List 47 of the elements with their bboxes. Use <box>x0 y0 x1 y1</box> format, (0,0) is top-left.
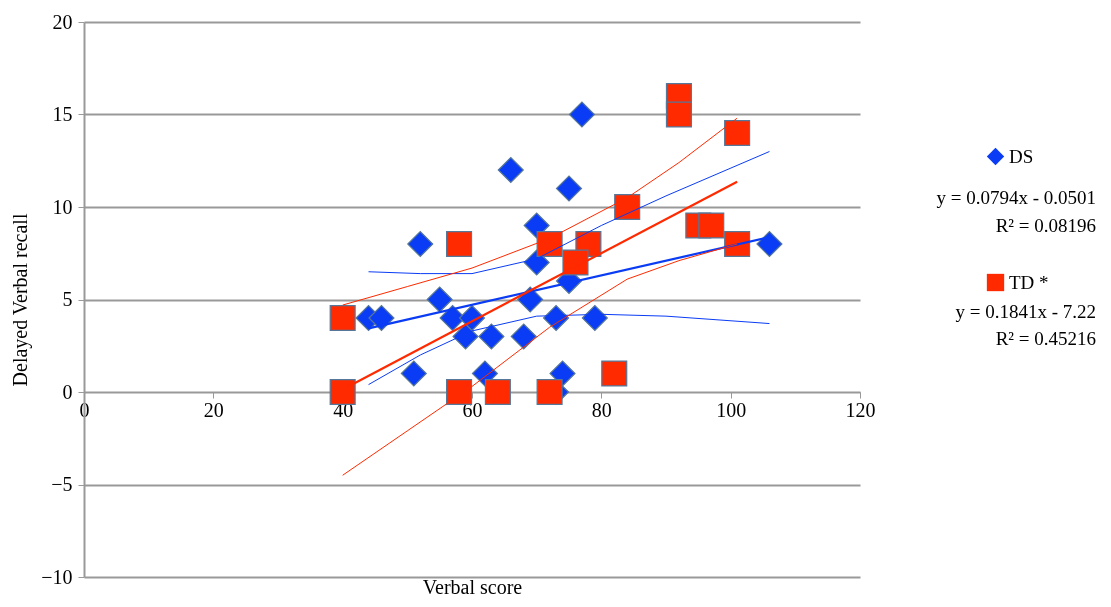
y-tick-label: 10 <box>52 195 73 218</box>
point <box>536 230 563 258</box>
point <box>555 175 583 202</box>
point <box>426 286 453 313</box>
x-tick-label: 80 <box>591 398 612 421</box>
point <box>724 230 751 258</box>
point <box>724 119 751 147</box>
point <box>562 249 589 276</box>
x-tick-label: 0 <box>79 398 90 421</box>
x-tick-label: 100 <box>716 398 747 421</box>
point <box>756 230 783 258</box>
y-tick-label: 20 <box>52 10 73 33</box>
x-tick-label: 120 <box>845 398 876 421</box>
x-tick-label: 20 <box>203 398 224 421</box>
y-tick-label: 5 <box>62 288 73 310</box>
point <box>329 304 356 332</box>
point <box>407 230 434 258</box>
y-axis-title: Delayed Verbal recall <box>9 213 33 387</box>
point <box>446 230 473 258</box>
legend-label: TD * <box>1009 271 1049 293</box>
text: R² = 0.45216 <box>995 328 1096 349</box>
text: y = 0.0794x - 0.0501 <box>936 187 1096 208</box>
line-series <box>368 151 770 275</box>
point <box>568 101 595 128</box>
point <box>497 156 524 184</box>
point <box>510 323 537 350</box>
y-tick-label: −10 <box>41 565 73 588</box>
point <box>601 360 628 387</box>
text: y = 0.1841x - 7.22 <box>955 301 1096 322</box>
point <box>400 360 427 387</box>
point <box>329 378 356 406</box>
point <box>452 323 479 350</box>
point <box>478 323 505 350</box>
point <box>581 304 608 332</box>
y-tick-label: 15 <box>52 103 73 125</box>
text: R² = 0.08196 <box>995 215 1096 236</box>
y-tick-label: −5 <box>51 473 73 495</box>
point <box>698 212 725 239</box>
point <box>614 193 641 221</box>
point <box>549 360 576 387</box>
y-tick-label: 0 <box>62 380 73 403</box>
x-axis-title: Verbal score <box>422 575 523 598</box>
point <box>665 101 692 128</box>
legend-label: DS <box>1009 145 1034 167</box>
point <box>484 378 511 406</box>
point <box>523 212 550 239</box>
point <box>517 286 544 313</box>
